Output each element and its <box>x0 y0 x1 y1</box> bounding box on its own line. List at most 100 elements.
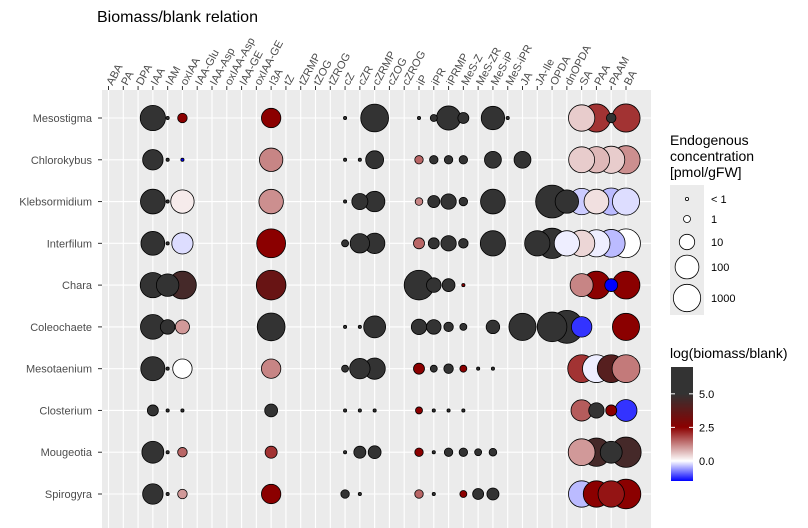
point-chlorokybus-oxiaa <box>180 157 185 162</box>
point-chlorokybus-i3a <box>259 147 284 172</box>
point-closterium-cz <box>343 408 348 413</box>
point-klebsormidium-iprmp <box>440 193 457 210</box>
y-tick-label-spirogyra: Spirogyra <box>45 489 93 501</box>
point-chlorokybus-iaa <box>142 149 164 171</box>
point-klebsormidium-ipr <box>427 195 441 208</box>
point-interfilum-ja-ile <box>524 230 551 257</box>
point-chlorokybus-iam <box>165 157 170 162</box>
point-chlorokybus-czrmp <box>365 150 385 170</box>
point-klebsormidium-mes-z <box>458 196 468 207</box>
point-closterium-paa <box>588 402 605 419</box>
point-spirogyra-ipr <box>431 491 436 496</box>
point-mougeotia-iprmp <box>443 447 454 457</box>
point-mougeotia-sa <box>567 438 596 467</box>
point-interfilum-czr <box>349 233 370 254</box>
point-coleochaete-mes-z <box>459 322 468 331</box>
point-chlorokybus-mes-ip <box>484 150 502 169</box>
point-chara-iprmp <box>441 278 456 292</box>
y-tick-label-mesostigma: Mesostigma <box>33 113 93 125</box>
point-coleochaete-iam <box>159 319 176 335</box>
y-tick-label-mougeotia: Mougeotia <box>41 447 93 459</box>
chart-title: Biomass/blank relation <box>97 9 258 26</box>
point-coleochaete-czrmp <box>363 315 387 339</box>
color-bar <box>671 367 693 481</box>
point-spirogyra-i3a <box>261 483 282 505</box>
color-bar-tick-label-0: 0.0 <box>699 456 714 468</box>
size-legend-key-1 <box>685 196 690 201</box>
point-klebsormidium-mes-ip <box>480 188 506 215</box>
point-spirogyra-iam <box>165 491 170 496</box>
point-interfilum-iprmp <box>440 235 457 252</box>
x-axis-tick-labels: ABAPADPAIAAIAMoxIAAIAA-GluIAA-AspoxIAA-A… <box>105 36 640 90</box>
point-closterium-mes-z <box>461 408 466 413</box>
point-mesostigma-iprmp <box>436 105 462 131</box>
point-mesotaenium-ba <box>611 354 641 383</box>
point-klebsormidium-czr <box>351 193 369 210</box>
point-mesotaenium-mes-z <box>459 364 468 373</box>
point-spirogyra-mes-ip <box>486 487 500 501</box>
point-mougeotia-paam <box>599 440 623 464</box>
point-closterium-paam <box>605 404 618 417</box>
point-coleochaete-i3a <box>256 312 286 342</box>
size-legend-key-1000 <box>672 283 702 313</box>
point-mougeotia-mes-zr <box>474 448 483 457</box>
point-mougeotia-mes-z <box>458 447 468 457</box>
size-legend-label-10: 10 <box>711 237 723 249</box>
point-closterium-czr <box>357 408 362 413</box>
point-coleochaete-cz <box>343 324 348 329</box>
y-tick-label-chara: Chara <box>62 280 93 292</box>
point-chlorokybus-iprmp <box>443 155 454 165</box>
point-interfilum-mes-z <box>458 238 469 249</box>
point-closterium-oxiaa <box>180 408 185 413</box>
point-interfilum-mes-ip <box>479 230 506 257</box>
point-mesotaenium-ip <box>413 362 425 375</box>
point-spirogyra-czr <box>357 491 362 496</box>
point-spirogyra-cz <box>340 489 350 499</box>
point-mesotaenium-iprmp <box>443 363 454 374</box>
size-legend-label-1: 1 <box>711 214 717 226</box>
y-axis-tick-labels: Mesostigma Chlorokybus Klebsormidium Interf… <box>19 113 102 501</box>
point-mesotaenium-czr <box>349 358 371 380</box>
y-tick-label-mesotaenium: Mesotaenium <box>26 364 92 376</box>
point-mesostigma-i3a <box>261 107 282 129</box>
point-klebsormidium-paa <box>583 188 610 215</box>
point-mesostigma-oxiaa <box>177 112 188 124</box>
size-legend-label-1: < 1 <box>711 194 727 206</box>
point-klebsormidium-oxiaa <box>170 189 195 214</box>
y-tick-label-klebsormidium: Klebsormidium <box>19 197 92 209</box>
point-coleochaete-czr <box>357 324 362 329</box>
point-closterium-czrmp <box>372 408 377 413</box>
point-chlorokybus-czr <box>357 157 362 162</box>
point-mougeotia-czrmp <box>367 445 382 460</box>
y-tick-label-coleochaete: Coleochaete <box>30 322 92 334</box>
point-mesostigma-mes-z <box>457 112 470 124</box>
point-coleochaete-oxiaa <box>174 319 190 335</box>
point-interfilum-iam <box>165 241 170 246</box>
point-interfilum-ipr <box>427 237 440 250</box>
point-mougeotia-oxiaa <box>177 447 188 458</box>
point-coleochaete-ba <box>612 312 640 341</box>
point-closterium-iam <box>165 408 170 413</box>
point-chlorokybus-ip <box>414 155 424 165</box>
point-coleochaete-ip <box>410 318 428 335</box>
color-bar-tick-label-2: 5.0 <box>699 389 714 401</box>
point-mougeotia-czr <box>353 445 367 459</box>
color-bar-tick-label-1: 2.5 <box>699 422 714 434</box>
point-mougeotia-cz <box>343 450 348 455</box>
point-chlorokybus-cz <box>343 157 348 162</box>
point-mesotaenium-mes-zr <box>476 366 481 371</box>
point-coleochaete-mes-ip <box>485 319 501 335</box>
point-chara-iam <box>155 273 180 297</box>
point-mesotaenium-oxiaa <box>172 358 193 379</box>
point-coleochaete-iprmp <box>443 321 454 333</box>
point-interfilum-dnopda <box>553 230 580 257</box>
point-mesotaenium-cz <box>341 364 349 373</box>
point-spirogyra-iaa <box>142 483 164 505</box>
point-interfilum-iaa <box>140 231 166 256</box>
size-legend-key-10 <box>678 233 696 251</box>
point-mesotaenium-i3a <box>261 358 282 379</box>
size-legend: Endogenous concentration [pmol/gFW] < 1 1… <box>670 132 754 315</box>
point-chlorokybus-ipr <box>429 155 439 165</box>
color-legend-title: log(biomass/blank) <box>670 345 788 361</box>
